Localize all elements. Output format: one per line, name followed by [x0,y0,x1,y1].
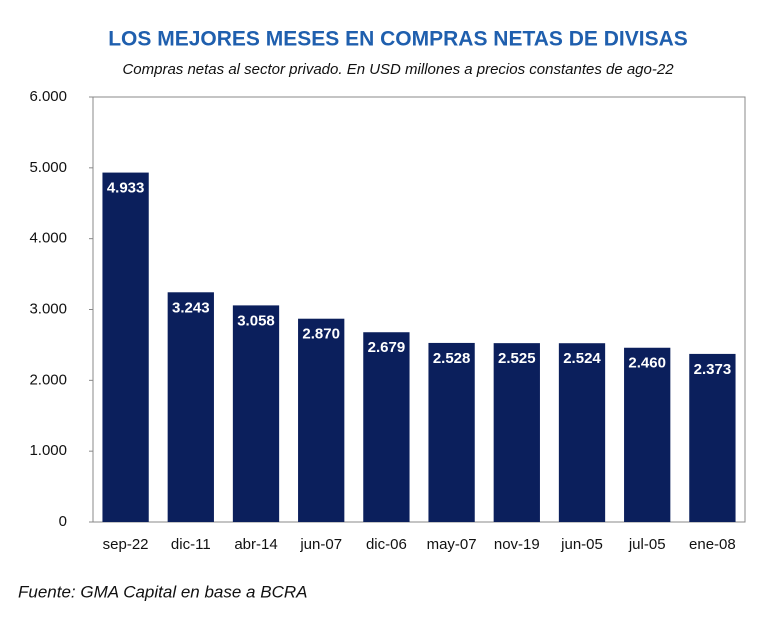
value-label: 2.460 [628,355,666,372]
x-tick-label: may-07 [427,536,477,553]
x-tick-label: nov-19 [494,536,540,553]
bar [428,342,475,522]
bar [689,353,736,522]
bar [102,172,149,522]
value-label: 2.528 [433,350,471,367]
bar [232,305,280,522]
x-tick-label: jun-05 [560,536,603,553]
bar [298,318,345,522]
chart-title: LOS MEJORES MESES EN COMPRAS NETAS DE DI… [108,28,688,51]
chart-subtitle: Compras netas al sector privado. En USD … [122,61,674,78]
x-tick-label: sep-22 [103,536,149,553]
bar [493,343,540,522]
value-label: 2.373 [694,361,732,378]
y-tick-label: 0 [59,513,67,530]
x-tick-label: abr-14 [234,536,277,553]
x-tick-label: dic-11 [171,536,211,553]
value-label: 4.933 [107,180,145,197]
y-tick-label: 2.000 [29,371,67,388]
x-tick-label: ene-08 [689,536,736,553]
value-label: 3.243 [172,299,210,316]
value-label: 2.870 [302,326,340,343]
value-label: 2.525 [498,350,536,367]
bar [624,347,671,522]
x-tick-label: jul-05 [628,536,666,553]
value-label: 2.679 [368,339,406,356]
y-tick-label: 4.000 [29,230,67,247]
x-tick-label: jun-07 [299,536,342,553]
y-tick-label: 5.000 [29,159,67,176]
y-tick-label: 6.000 [29,88,67,105]
x-tick-label: dic-06 [366,536,407,553]
value-label: 2.524 [563,350,601,367]
bar [363,332,410,522]
value-label: 3.058 [237,312,275,329]
y-tick-label: 1.000 [29,442,67,459]
y-tick-label: 3.000 [29,300,67,317]
bar [558,343,606,522]
source: Fuente: GMA Capital en base a BCRA [18,582,307,601]
bar [167,292,214,522]
